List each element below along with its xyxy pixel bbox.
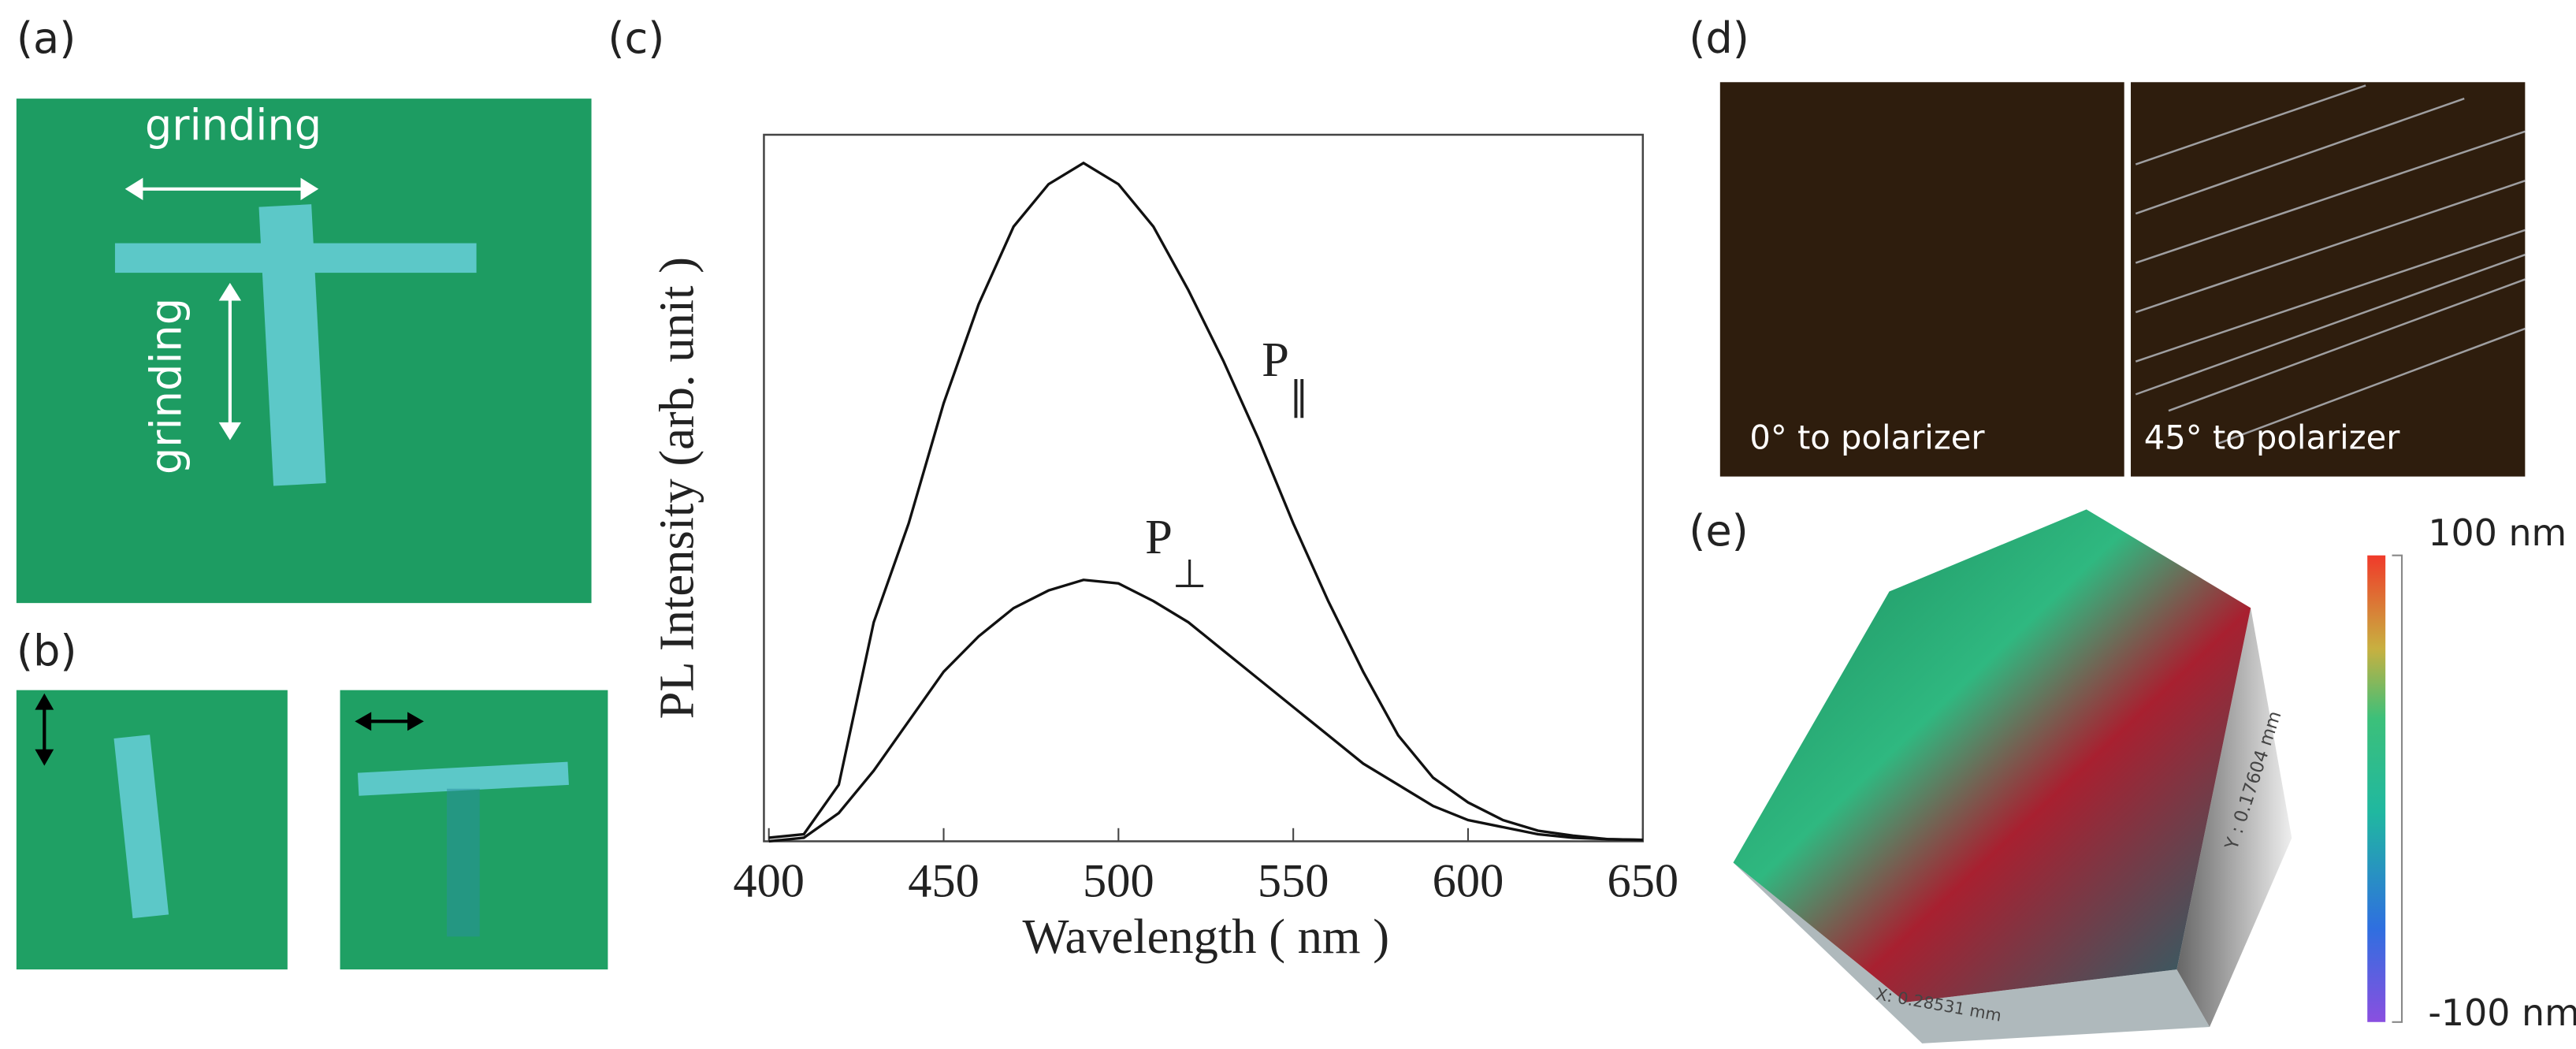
panel-label: (a) (17, 13, 76, 63)
arrow (35, 693, 424, 766)
caption: 45° to polarizer (2144, 418, 2401, 457)
panel-label: (e) (1689, 506, 1749, 556)
x-tick-label: 500 (1083, 855, 1154, 908)
series-label: P⊥ (1145, 509, 1206, 596)
stripe (447, 788, 480, 937)
colorbar-axis (2392, 554, 2403, 1023)
colorbar-label: -100 nm (2428, 991, 2576, 1034)
stripe (113, 735, 169, 919)
series-name: P (1262, 332, 1289, 387)
panel-label: (b) (17, 626, 77, 675)
plot-frame (763, 133, 1645, 843)
x-tick-label: 650 (1607, 855, 1678, 908)
x-tick-label: 450 (908, 855, 979, 908)
arrow (125, 177, 319, 441)
line (768, 161, 1643, 842)
photo (1719, 82, 2124, 477)
caption: 0° to polarizer (1749, 418, 1985, 457)
panel-label: (c) (608, 13, 664, 63)
series-label: P∥ (1262, 332, 1309, 418)
series-subscript: ∥ (1289, 374, 1309, 418)
annotation: grinding (141, 298, 191, 474)
surface-side (2176, 608, 2292, 1028)
streaks (2135, 84, 2526, 445)
panel-label: (d) (1689, 13, 1749, 63)
y-axis-label: PL Intensity (arb. unit ) (649, 257, 704, 719)
colorbar-label: 100 nm (2428, 511, 2567, 554)
x-tick-label: 550 (1258, 855, 1329, 908)
surface (1733, 509, 2251, 1003)
stripe (258, 204, 326, 486)
annotation: grinding (145, 100, 322, 150)
series-name: P (1145, 509, 1173, 564)
colorbar (2367, 555, 2386, 1022)
x-axis-label: Wavelength ( nm ) (1022, 909, 1389, 964)
surface-base (1733, 862, 2210, 1043)
x-tick-label: 600 (1433, 855, 1504, 908)
photo (2131, 82, 2526, 477)
x-tick-label: 400 (733, 855, 805, 908)
line (768, 578, 1643, 843)
stripe (357, 761, 569, 796)
series-subscript: ⊥ (1173, 552, 1207, 596)
